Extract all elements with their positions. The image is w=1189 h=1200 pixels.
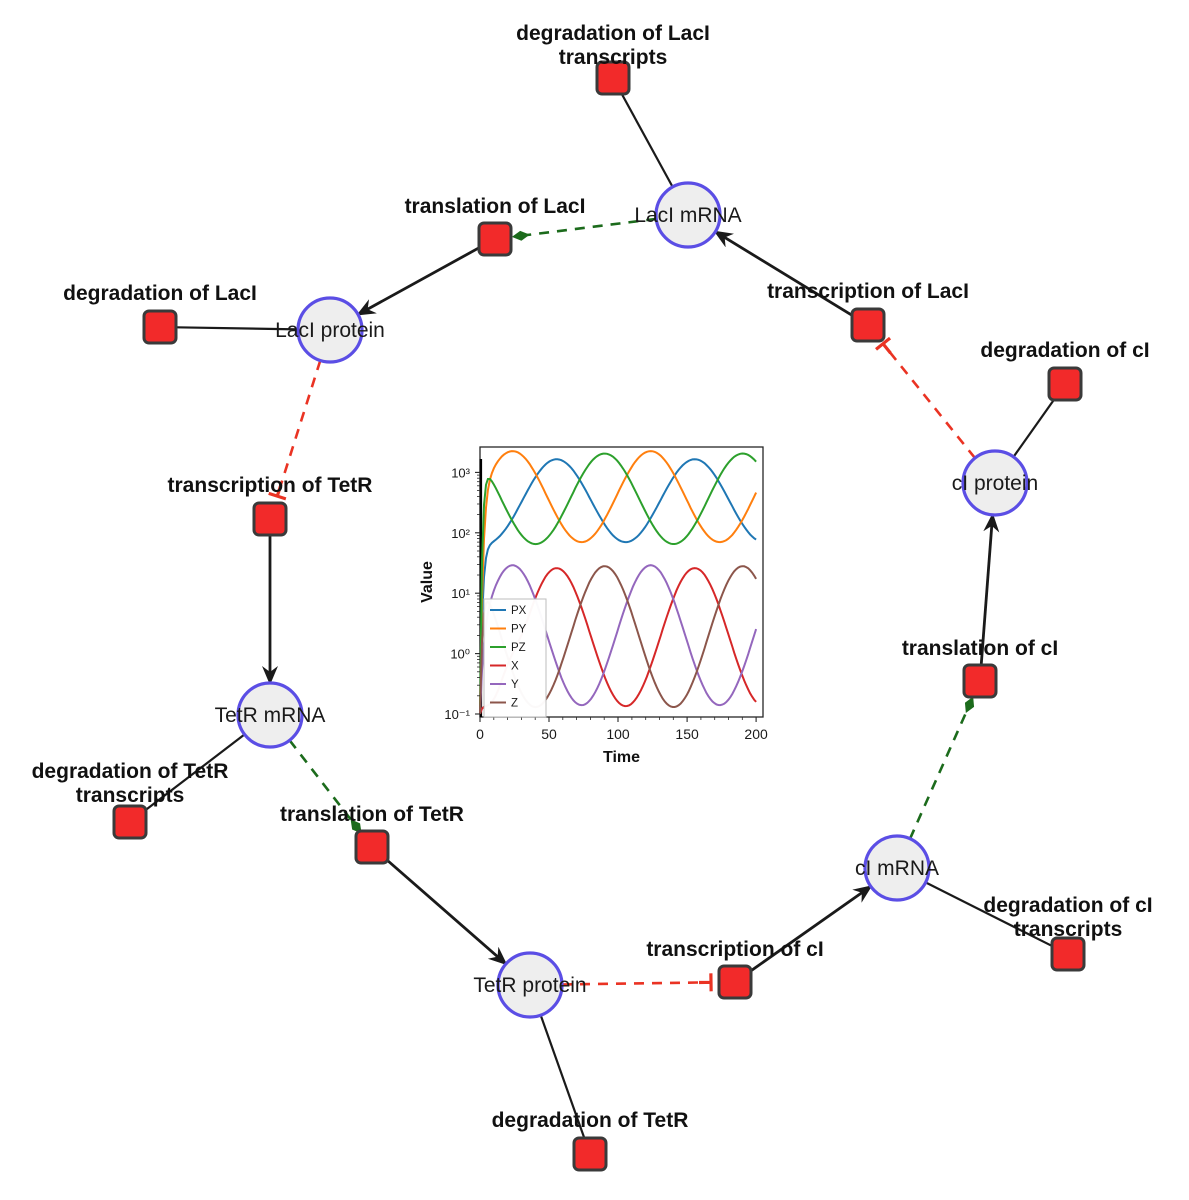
svg-text:10⁰: 10⁰ — [450, 647, 470, 662]
svg-text:10¹: 10¹ — [451, 586, 470, 601]
svg-text:degradation of LacI: degradation of LacI — [63, 282, 257, 305]
svg-text:cI mRNA: cI mRNA — [855, 857, 939, 880]
svg-text:LacI mRNA: LacI mRNA — [634, 204, 741, 227]
svg-text:cI protein: cI protein — [952, 472, 1038, 495]
svg-text:Time: Time — [603, 749, 640, 766]
svg-text:translation of cI: translation of cI — [902, 637, 1058, 660]
svg-text:200: 200 — [744, 726, 768, 742]
svg-text:translation of LacI: translation of LacI — [405, 195, 586, 218]
svg-text:degradation of TetR: degradation of TetR — [492, 1109, 689, 1132]
svg-text:translation of TetR: translation of TetR — [280, 803, 464, 826]
svg-text:PY: PY — [511, 624, 527, 636]
svg-text:100: 100 — [606, 726, 630, 742]
svg-text:150: 150 — [675, 726, 699, 742]
svg-text:degradation of cI: degradation of cI — [980, 339, 1149, 362]
svg-text:LacI protein: LacI protein — [275, 319, 385, 342]
svg-text:PX: PX — [511, 605, 527, 617]
svg-text:Y: Y — [511, 679, 519, 691]
svg-text:transcription of LacI: transcription of LacI — [767, 280, 969, 303]
svg-text:TetR protein: TetR protein — [473, 974, 586, 997]
svg-text:X: X — [511, 661, 519, 673]
svg-text:Z: Z — [511, 698, 518, 710]
svg-text:Value: Value — [419, 561, 436, 603]
svg-text:0: 0 — [476, 726, 484, 742]
svg-text:transcription of cI: transcription of cI — [646, 938, 823, 961]
svg-text:10⁻¹: 10⁻¹ — [444, 707, 470, 722]
svg-text:10³: 10³ — [451, 465, 470, 480]
svg-text:10²: 10² — [451, 526, 470, 541]
svg-text:50: 50 — [541, 726, 557, 742]
svg-text:TetR mRNA: TetR mRNA — [215, 704, 326, 727]
svg-text:transcription of TetR: transcription of TetR — [168, 474, 373, 497]
svg-text:PZ: PZ — [511, 642, 526, 654]
